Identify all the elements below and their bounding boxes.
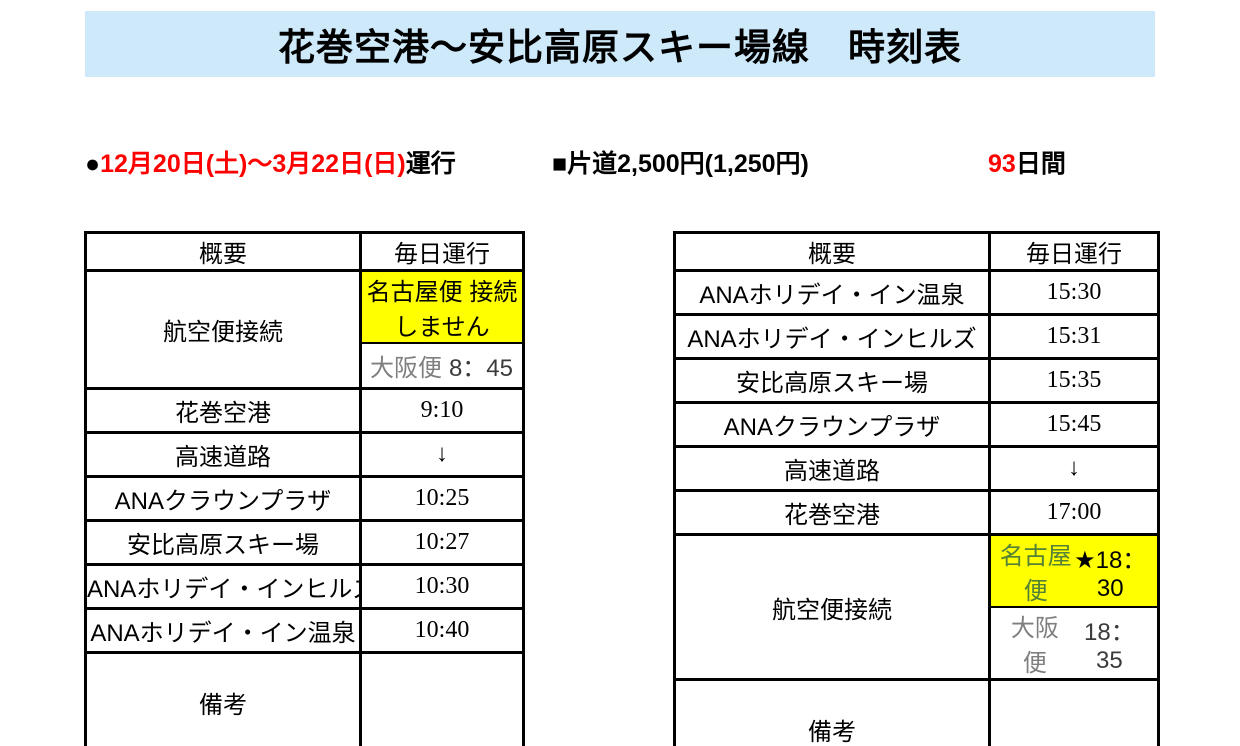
- table-row: ANAホリデイ・イン温泉 10:40: [84, 607, 525, 654]
- table-row: 安比高原スキー場 15:35: [673, 357, 1160, 404]
- table-row: 高速道路 ↓: [673, 445, 1160, 492]
- stop-label: 安比高原スキー場: [673, 357, 991, 404]
- notes-value: [359, 651, 525, 746]
- table-row: 安比高原スキー場 10:27: [84, 519, 525, 566]
- osaka-flight-label: 大阪便: [1010, 615, 1059, 677]
- notes-row: 備考: [673, 678, 1160, 746]
- operation-days: 93日間: [988, 147, 1066, 181]
- table-row: ANAホリデイ・イン温泉 15:30: [673, 269, 1160, 316]
- header-schedule: 毎日運行: [988, 231, 1160, 272]
- header-schedule: 毎日運行: [359, 231, 525, 272]
- stop-label: ANAホリデイ・インヒルズ: [673, 313, 991, 360]
- operation-days-count: 93: [988, 150, 1016, 178]
- table-header-row: 概要 毎日運行: [673, 231, 1160, 272]
- stop-time: 15:35: [988, 357, 1160, 404]
- operation-period-suffix: 運行: [405, 150, 456, 178]
- stop-label: ANAクラウンプラザ: [673, 401, 991, 448]
- flight-connection-row: 航空便接続 名古屋便 ★18：30: [673, 533, 1160, 681]
- osaka-flight-label: 大阪便: [370, 355, 442, 382]
- table-row: 花巻空港 9:10: [84, 387, 525, 434]
- stop-label: 安比高原スキー場: [84, 519, 362, 566]
- flight-connection-subrow: 大阪便 8：45: [86, 342, 525, 390]
- stop-time: 17:00: [988, 489, 1160, 536]
- table-row: ANAホリデイ・インヒルズ 15:31: [673, 313, 1160, 360]
- flight-connection-label: 航空便接続: [84, 269, 362, 390]
- nagoya-flight-time: ★18：30: [1074, 546, 1147, 602]
- flight-connection-label: 航空便接続: [673, 533, 991, 681]
- stop-label: 高速道路: [84, 431, 362, 478]
- operation-period-dates: 12月20日(土)～3月22日(日): [100, 150, 406, 178]
- operation-days-suffix: 日間: [1015, 150, 1066, 178]
- down-arrow-icon: ↓: [988, 445, 1160, 492]
- table-row: 高速道路 ↓: [84, 431, 525, 478]
- stop-label: 花巻空港: [673, 489, 991, 536]
- down-arrow-icon: ↓: [359, 431, 525, 478]
- operation-info-line: ●12月20日(土)～3月22日(日)運行 ■片道2,500円(1,250円) …: [85, 147, 1205, 181]
- stop-time: 10:40: [359, 607, 525, 654]
- notes-label: 備考: [84, 651, 362, 746]
- header-summary: 概要: [84, 231, 362, 272]
- stop-time: 10:27: [359, 519, 525, 566]
- stop-label: ANAホリデイ・イン温泉: [84, 607, 362, 654]
- stop-label: 花巻空港: [84, 387, 362, 434]
- header-summary: 概要: [673, 231, 991, 272]
- title-banner: 花巻空港～安比高原スキー場線 時刻表: [85, 11, 1155, 77]
- flight-connection-row: 航空便接続 名古屋便 接続しません: [84, 269, 525, 390]
- table-row: ANAホリデイ・インヒルズ 10:30: [84, 563, 525, 610]
- osaka-flight-time: 18：35: [1084, 618, 1135, 674]
- fare-info: ■片道2,500円(1,250円): [552, 150, 809, 178]
- stop-label: ANAホリデイ・イン温泉: [673, 269, 991, 316]
- nagoya-flight-highlight: 名古屋便 ★18：30: [988, 533, 1160, 608]
- operation-period: ●12月20日(土)～3月22日(日)運行: [85, 147, 456, 181]
- notes-value: [988, 678, 1160, 746]
- osaka-flight-cell: 大阪便 18：35: [988, 606, 1160, 681]
- osaka-flight-time: 8：45: [448, 355, 513, 382]
- notes-row: 備考: [84, 651, 525, 746]
- bullet-icon: ●: [85, 150, 101, 178]
- osaka-flight-cell: 大阪便 8：45: [359, 342, 525, 390]
- table-row: ANAクラウンプラザ 15:45: [673, 401, 1160, 448]
- stop-time: 10:25: [359, 475, 525, 522]
- stop-label: 高速道路: [673, 445, 991, 492]
- stop-time: 9:10: [359, 387, 525, 434]
- nagoya-flight-label: 名古屋便: [999, 543, 1072, 605]
- page-title: 花巻空港～安比高原スキー場線 時刻表: [278, 27, 962, 68]
- return-timetable: 概要 毎日運行 ANAホリデイ・イン温泉 15:30 ANAホリデイ・インヒルズ…: [673, 231, 1160, 746]
- table-row: ANAクラウンプラザ 10:25: [84, 475, 525, 522]
- notes-label: 備考: [673, 678, 991, 746]
- stop-time: 15:31: [988, 313, 1160, 360]
- flight-connection-subrow: 大阪便 18：35: [675, 606, 1160, 681]
- table-header-row: 概要 毎日運行: [84, 231, 525, 272]
- stop-time: 15:45: [988, 401, 1160, 448]
- outbound-timetable: 概要 毎日運行 航空便接続 名古屋便 接続しません 大阪便 8：45 花巻空港 …: [84, 231, 525, 746]
- stop-time: 10:30: [359, 563, 525, 610]
- stop-time: 15:30: [988, 269, 1160, 316]
- stop-label: ANAクラウンプラザ: [84, 475, 362, 522]
- table-row: 花巻空港 17:00: [673, 489, 1160, 536]
- stop-label: ANAホリデイ・インヒルズ: [84, 563, 362, 610]
- nagoya-flight-highlight: 名古屋便 接続しません: [359, 269, 525, 344]
